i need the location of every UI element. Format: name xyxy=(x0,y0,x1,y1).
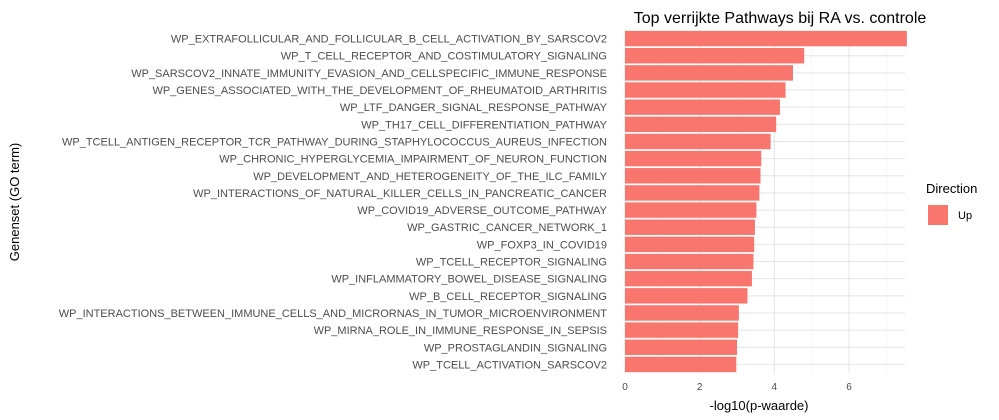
y-tick-label: WP_PROSTAGLANDIN_SIGNALING xyxy=(424,342,607,354)
y-tick-label: WP_LTF_DANGER_SIGNAL_RESPONSE_PATHWAY xyxy=(340,102,608,114)
bar xyxy=(625,82,786,98)
bar xyxy=(625,202,757,218)
y-tick-label: WP_FOXP3_IN_COVID19 xyxy=(477,239,607,251)
bar xyxy=(625,270,752,287)
bar xyxy=(625,133,771,150)
y-tick-label: WP_INTERACTIONS_OF_NATURAL_KILLER_CELLS_… xyxy=(193,188,607,200)
y-tick-label: WP_INFLAMMATORY_BOWEL_DISEASE_SIGNALING xyxy=(331,274,607,286)
bar xyxy=(625,288,748,304)
bar xyxy=(625,150,762,167)
bar xyxy=(625,253,754,270)
y-tick-label: WP_MIRNA_ROLE_IN_IMMUNE_RESPONSE_IN_SEPS… xyxy=(314,325,607,337)
y-tick-label: WP_TCELL_RECEPTOR_SIGNALING xyxy=(416,257,607,269)
bar xyxy=(625,305,739,321)
bar xyxy=(625,30,907,47)
grid xyxy=(624,30,905,373)
y-tick-label: WP_B_CELL_RECEPTOR_SIGNALING xyxy=(409,291,607,303)
bars xyxy=(625,30,907,373)
bar xyxy=(625,185,760,201)
bar xyxy=(625,322,739,338)
x-tick-labels: 0 2 4 6 xyxy=(622,382,852,393)
legend-key-up xyxy=(928,205,948,225)
bar xyxy=(625,99,780,115)
y-tick-label: WP_TCELL_ANTIGEN_RECEPTOR_TCR_PATHWAY_DU… xyxy=(62,136,607,148)
legend-title: Direction xyxy=(926,181,977,196)
y-tick-label: WP_GENES_ASSOCIATED_WITH_THE_DEVELOPMENT… xyxy=(152,85,607,97)
x-tick-label: 0 xyxy=(622,382,628,393)
y-tick-label: WP_TH17_CELL_DIFFERENTIATION_PATHWAY xyxy=(361,119,607,131)
bar xyxy=(625,65,793,81)
legend-label-up: Up xyxy=(958,210,972,222)
y-tick-label: WP_COVID19_ADVERSE_OUTCOME_PATHWAY xyxy=(357,205,607,217)
y-tick-label: WP_T_CELL_RECEPTOR_AND_COSTIMULATORY_SIG… xyxy=(281,51,607,63)
bar xyxy=(625,236,755,253)
bar xyxy=(625,116,777,133)
x-axis-title: -log10(p-waarde) xyxy=(710,398,809,413)
y-axis-title: Genenset (GO term) xyxy=(7,143,22,261)
y-tick-label: WP_DEVELOPMENT_AND_HETEROGENEITY_OF_THE_… xyxy=(253,171,607,183)
bar xyxy=(625,168,761,184)
bar xyxy=(625,48,805,64)
x-tick-label: 6 xyxy=(846,382,852,393)
legend: Direction Up xyxy=(926,181,977,225)
y-tick-label: WP_SARSCOV2_INNATE_IMMUNITY_EVASION_AND_… xyxy=(131,68,607,80)
bar xyxy=(625,356,737,373)
bar xyxy=(625,339,737,355)
y-tick-label: WP_CHRONIC_HYPERGLYCEMIA_IMPAIRMENT_OF_N… xyxy=(219,154,607,166)
x-tick-label: 4 xyxy=(772,382,778,393)
x-tick-label: 2 xyxy=(697,382,703,393)
y-tick-labels: WP_EXTRAFOLLICULAR_AND_FOLLICULAR_B_CELL… xyxy=(59,34,608,372)
y-tick-label: WP_GASTRIC_CANCER_NETWORK_1 xyxy=(407,222,607,234)
y-tick-label: WP_INTERACTIONS_BETWEEN_IMMUNE_CELLS_AND… xyxy=(59,308,608,320)
y-tick-label: WP_TCELL_ACTIVATION_SARSCOV2 xyxy=(412,359,607,371)
chart-title: Top verrijkte Pathways bij RA vs. contro… xyxy=(634,10,927,27)
y-tick-label: WP_EXTRAFOLLICULAR_AND_FOLLICULAR_B_CELL… xyxy=(171,34,607,46)
bar xyxy=(625,219,755,235)
